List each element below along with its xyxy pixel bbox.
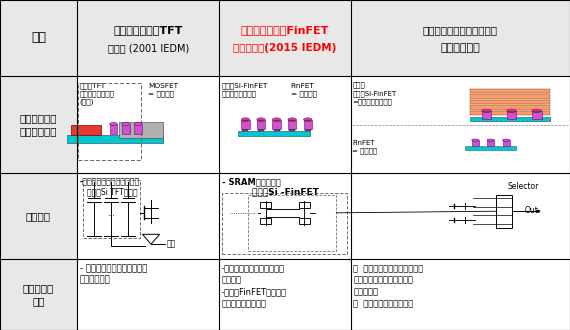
Bar (242, 119, 249, 121)
Text: 前田ら (2001 IEDM): 前田ら (2001 IEDM) (108, 43, 189, 53)
Text: FinFET
= 論理回路: FinFET = 論理回路 (352, 140, 377, 154)
Text: - 天然に得られるランダム性
を初めて利用: - 天然に得られるランダム性 を初めて利用 (80, 264, 147, 285)
Bar (496, 195, 512, 228)
Bar (472, 140, 479, 146)
Bar (289, 129, 295, 131)
Bar (258, 129, 264, 131)
Bar (533, 111, 540, 112)
Text: デバイスレベル三次元集積: デバイスレベル三次元集積 (423, 25, 498, 35)
Bar (257, 119, 265, 129)
Bar (303, 119, 312, 129)
Text: -ランダムばらつきをより正
確に抽出
-最先端FinFETと同一の
プロセスで作製可能: -ランダムばらつきをより正 確に抽出 -最先端FinFETと同一の プロセスで作… (221, 264, 286, 309)
Bar (483, 111, 490, 112)
Text: 多結晶Si TFTアレイ: 多結晶Si TFTアレイ (87, 187, 138, 196)
Text: 多結晶TFT
「固有番号発生」
(指紋): 多結晶TFT 「固有番号発生」 (指紋) (80, 82, 115, 105)
Bar (487, 140, 494, 146)
Text: 素子・集積回
路チップ構造: 素子・集積回 路チップ構造 (20, 113, 57, 136)
Ellipse shape (122, 122, 129, 126)
Bar (238, 131, 310, 136)
Ellipse shape (472, 139, 479, 141)
Ellipse shape (303, 118, 312, 121)
Text: 後工程
多結晶Si-FinFET
=「固有番号発生」: 後工程 多結晶Si-FinFET =「固有番号発生」 (352, 82, 397, 105)
Text: -トランジスタアレイの利用: -トランジスタアレイの利用 (79, 178, 140, 186)
Bar (289, 119, 295, 121)
Bar (465, 146, 516, 150)
Bar (272, 119, 281, 129)
Text: FinFET
= 論理回路: FinFET = 論理回路 (291, 82, 317, 97)
Bar (71, 125, 101, 135)
Bar (299, 202, 310, 208)
Bar (470, 100, 550, 104)
Bar (135, 124, 142, 134)
Text: ...: ... (107, 209, 115, 218)
Ellipse shape (135, 122, 142, 126)
Bar (0, 0, 570, 76)
Text: ・  委託製造されたウェハに対
して追加的に固有番号生成
回路を作製
・  番号の漏洩防止が可能: ・ 委託製造されたウェハに対 して追加的に固有番号生成 回路を作製 ・ 番号の漏… (353, 264, 424, 309)
Text: - SRAM回路の利用: - SRAM回路の利用 (222, 178, 280, 186)
Bar (0, 259, 77, 330)
Text: 出力: 出力 (166, 240, 176, 249)
Bar (258, 119, 264, 121)
Bar (241, 119, 250, 129)
Bar (242, 129, 249, 131)
Ellipse shape (257, 118, 265, 121)
Bar (508, 111, 515, 112)
Bar (470, 94, 550, 98)
Bar (532, 111, 542, 118)
Bar (470, 88, 550, 93)
Bar (305, 119, 311, 121)
Bar (83, 180, 140, 238)
Bar (274, 119, 279, 121)
Bar (119, 122, 163, 138)
Ellipse shape (532, 109, 542, 112)
Bar (222, 193, 347, 254)
Bar (470, 116, 550, 121)
Bar (0, 173, 77, 259)
Ellipse shape (109, 122, 117, 126)
Bar (260, 217, 271, 224)
Text: 【本研究】(2015 IEDM): 【本研究】(2015 IEDM) (233, 43, 337, 53)
Bar (288, 119, 296, 129)
Bar (274, 129, 279, 131)
Ellipse shape (241, 118, 250, 121)
Bar (470, 105, 550, 110)
Ellipse shape (272, 118, 281, 121)
Text: 多結晶シリコンFinFET: 多結晶シリコンFinFET (241, 25, 329, 35)
Ellipse shape (507, 109, 516, 112)
Circle shape (536, 210, 540, 212)
Text: Selector: Selector (507, 182, 539, 190)
Text: 多結晶シリコンTFT: 多結晶シリコンTFT (113, 25, 183, 35)
Polygon shape (142, 234, 160, 244)
Bar (503, 140, 510, 146)
Text: 多結晶Si-FinFET
「固有番号発生」: 多結晶Si-FinFET 「固有番号発生」 (221, 82, 267, 97)
Text: 多結晶Si -FinFET: 多結晶Si -FinFET (251, 187, 319, 196)
Text: 技術: 技術 (31, 31, 46, 45)
Ellipse shape (487, 139, 494, 141)
Bar (122, 124, 129, 134)
Bar (305, 129, 311, 131)
Bar (482, 111, 491, 118)
Bar (67, 135, 163, 143)
Text: 導入された
利点: 導入された 利点 (23, 283, 54, 306)
Text: 回路構成: 回路構成 (26, 211, 51, 221)
Ellipse shape (482, 109, 491, 112)
Bar (109, 124, 117, 134)
Ellipse shape (288, 118, 296, 121)
Text: 【将来技術】: 【将来技術】 (441, 43, 480, 53)
Bar (0, 76, 77, 173)
Bar (470, 111, 550, 115)
Bar (507, 111, 516, 118)
Bar (248, 195, 336, 251)
Bar (260, 202, 271, 208)
Ellipse shape (503, 139, 510, 141)
Text: MOSFET
= 論理回路: MOSFET = 論理回路 (148, 82, 178, 97)
Bar (299, 217, 310, 224)
Text: Out: Out (524, 206, 538, 215)
